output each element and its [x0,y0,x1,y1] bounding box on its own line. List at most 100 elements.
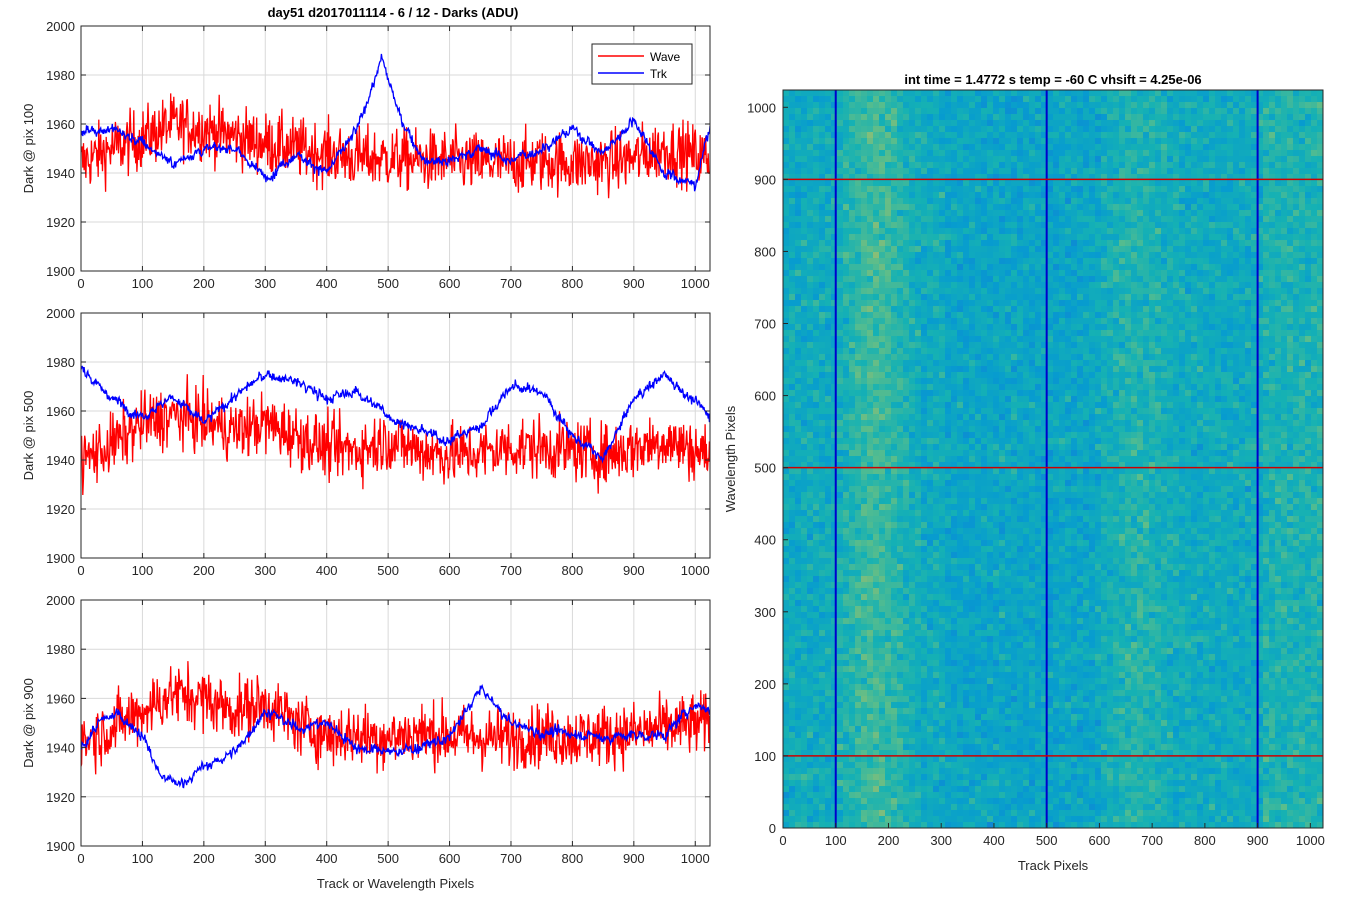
heatmap-cell [1005,534,1011,540]
heatmap-cell [903,804,909,810]
heatmap-cell [999,744,1005,750]
heatmap-cell [933,402,939,408]
heatmap-cell [843,702,849,708]
heatmap-cell [789,654,795,660]
heatmap-cell [939,354,945,360]
heatmap-cell [843,438,849,444]
heatmap-cell [789,204,795,210]
y-tick-label: 1920 [46,502,75,517]
heatmap-cell [819,822,825,828]
heatmap-cell [795,780,801,786]
heatmap-cell [885,282,891,288]
heatmap-cell [873,564,879,570]
heatmap-cell [861,390,867,396]
heatmap-cell [1011,372,1017,378]
heatmap-cell [969,732,975,738]
heatmap-cell [999,396,1005,402]
heatmap-cell [963,168,969,174]
heatmap-cell [843,792,849,798]
heatmap-cell [933,510,939,516]
heatmap-cell [849,132,855,138]
heatmap-cell [927,204,933,210]
heatmap-cell [915,432,921,438]
heatmap-cell [837,162,843,168]
heatmap-cell [903,144,909,150]
heatmap-cell [933,516,939,522]
heatmap-cell [855,672,861,678]
heatmap-cell [891,750,897,756]
heatmap-cell [909,606,915,612]
heatmap-cell [837,354,843,360]
heatmap-cell [933,114,939,120]
heatmap-cell [879,642,885,648]
heatmap-cell [927,192,933,198]
heatmap-cell [987,228,993,234]
heatmap-cell [801,678,807,684]
heatmap-cell [891,624,897,630]
heatmap-cell [945,606,951,612]
heatmap-cell [807,750,813,756]
heatmap-cell [1005,186,1011,192]
heatmap-cell [837,384,843,390]
heatmap-cell [861,222,867,228]
heatmap-cell [1005,672,1011,678]
heatmap-cell [801,714,807,720]
heatmap-cell [927,588,933,594]
heatmap-cell [867,708,873,714]
heatmap-cell [969,576,975,582]
heatmap-cell [873,324,879,330]
heatmap-cell [993,228,999,234]
heatmap-cell [813,360,819,366]
heatmap-cell [807,318,813,324]
heatmap-cell [825,108,831,114]
heatmap-cell [837,330,843,336]
heatmap-cell [921,270,927,276]
heatmap-cell [867,132,873,138]
heatmap-cell [939,624,945,630]
heatmap-cell [813,108,819,114]
heatmap-cell [915,444,921,450]
heatmap-cell [891,708,897,714]
heatmap-cell [993,786,999,792]
heatmap-cell [951,114,957,120]
heatmap-cell [843,192,849,198]
heatmap-cell [861,792,867,798]
heatmap-cell [807,138,813,144]
heatmap-cell [969,450,975,456]
heatmap-cell [987,468,993,474]
heatmap-cell [873,240,879,246]
heatmap-cell [867,588,873,594]
heatmap-cell [891,726,897,732]
heatmap-cell [1011,264,1017,270]
heatmap-cell [855,498,861,504]
heatmap-cell [975,336,981,342]
heatmap-cell [933,390,939,396]
heatmap-cell [795,600,801,606]
heatmap-cell [897,588,903,594]
heatmap-cell [843,540,849,546]
heatmap-cell [867,222,873,228]
heatmap-cell [993,612,999,618]
heatmap-cell [903,720,909,726]
heatmap-cell [963,138,969,144]
heatmap-cell [939,396,945,402]
heatmap-cell [813,726,819,732]
heatmap-cell [927,318,933,324]
heatmap-cell [993,576,999,582]
heatmap-cell [909,258,915,264]
heatmap-cell [867,816,873,822]
heatmap-cell [867,612,873,618]
heatmap-cell [795,420,801,426]
heatmap-cell [945,102,951,108]
heatmap-cell [861,132,867,138]
heatmap-cell [1005,366,1011,372]
heatmap-cell [969,210,975,216]
heatmap-cell [873,132,879,138]
heatmap-cell [939,468,945,474]
heatmap-cell [981,390,987,396]
x-tick-label: 100 [132,851,154,866]
heatmap-cell [849,372,855,378]
heatmap-cell [879,786,885,792]
y-tick-label: 1960 [46,404,75,419]
heatmap-cell [849,690,855,696]
